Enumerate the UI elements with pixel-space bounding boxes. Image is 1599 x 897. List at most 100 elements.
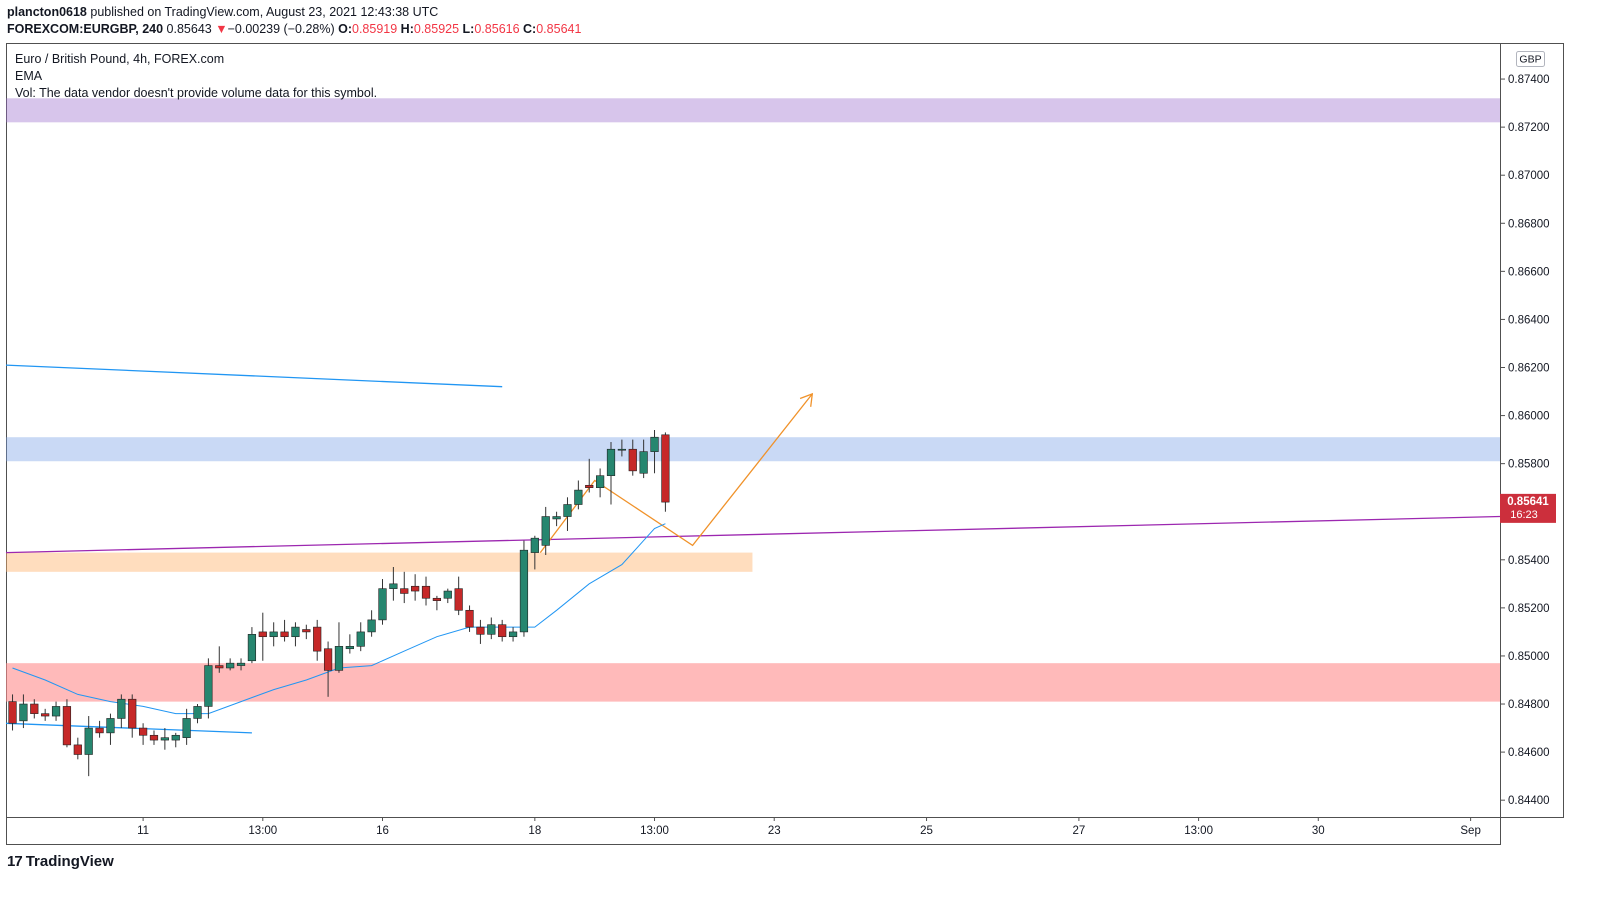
candle[interactable] (421, 576, 431, 606)
author-name[interactable]: plancton0618 (7, 5, 87, 19)
candle[interactable] (574, 480, 583, 510)
candle[interactable] (313, 619, 322, 661)
candle[interactable] (19, 694, 28, 729)
high-value: 0.85925 (413, 22, 460, 36)
legend-ema[interactable]: EMA (15, 69, 43, 83)
candle[interactable] (519, 540, 529, 637)
candle[interactable] (128, 694, 137, 738)
candle[interactable] (650, 430, 659, 474)
candle[interactable] (323, 641, 333, 697)
time-axis[interactable] (6, 817, 1501, 845)
candle[interactable] (411, 574, 420, 601)
candle-body (498, 624, 507, 638)
trendline-blue-upper[interactable] (5, 364, 503, 388)
candle[interactable] (84, 716, 93, 777)
trendline-purple[interactable] (5, 515, 1501, 554)
price-change: −0.00239 (−0.28%) (227, 22, 335, 36)
candle[interactable] (400, 571, 409, 604)
legend: Euro / British Pound, 4h, FOREX.com EMA … (15, 52, 377, 100)
candle[interactable] (73, 737, 82, 760)
candle[interactable] (367, 610, 376, 637)
candle[interactable] (51, 701, 61, 721)
candle[interactable] (628, 439, 637, 476)
candle[interactable] (378, 579, 387, 625)
candle[interactable] (617, 439, 626, 457)
candle-body (432, 597, 442, 601)
candle-body (367, 619, 376, 633)
zone-orange[interactable] (6, 552, 753, 572)
candles-layer (8, 430, 670, 777)
candle[interactable] (149, 730, 159, 745)
candle-body (389, 583, 398, 589)
candle[interactable] (160, 728, 169, 750)
candle[interactable] (498, 619, 507, 642)
price-tick-label: 0.85200 (1508, 603, 1550, 615)
tradingview-brand[interactable]: 17 TradingView (7, 853, 114, 870)
candle-body (530, 537, 539, 553)
price-axis[interactable] (1500, 43, 1564, 818)
candle[interactable] (345, 634, 354, 654)
candle[interactable] (280, 619, 289, 642)
candle-body (443, 590, 452, 599)
candle[interactable] (291, 622, 300, 647)
candle[interactable] (606, 442, 616, 505)
candle[interactable] (334, 622, 344, 673)
candle[interactable] (215, 646, 224, 673)
candle[interactable] (552, 511, 561, 527)
candle[interactable] (596, 468, 605, 498)
candle[interactable] (661, 432, 670, 512)
zone-purple[interactable] (6, 98, 1500, 123)
candle[interactable] (389, 567, 398, 601)
candle[interactable] (356, 622, 365, 652)
candle[interactable] (487, 617, 496, 640)
candle[interactable] (193, 704, 202, 724)
bar-countdown: 16:23 (1510, 509, 1538, 521)
candle[interactable] (8, 694, 17, 731)
currency-label: GBP (1519, 54, 1541, 66)
candle[interactable] (476, 619, 485, 644)
candle[interactable] (269, 622, 278, 647)
candle[interactable] (236, 658, 246, 671)
price-tick-label: 0.86400 (1508, 314, 1550, 326)
candle[interactable] (171, 732, 180, 748)
candle[interactable] (302, 624, 311, 640)
candle[interactable] (585, 458, 594, 493)
candle[interactable] (530, 535, 539, 570)
candle[interactable] (41, 708, 50, 721)
zone-blue[interactable] (6, 437, 1500, 462)
candle[interactable] (454, 576, 463, 616)
candle[interactable] (639, 439, 648, 479)
candle-body (41, 713, 50, 717)
candle[interactable] (138, 723, 148, 745)
legend-volume[interactable]: Vol: The data vendor doesn't provide vol… (15, 86, 377, 100)
candle[interactable] (182, 708, 191, 745)
candle[interactable] (62, 699, 72, 748)
candle[interactable] (117, 694, 126, 729)
candle[interactable] (432, 595, 442, 611)
zone-red[interactable] (6, 663, 1500, 702)
candle[interactable] (226, 658, 235, 671)
price-tick-label: 0.85800 (1508, 459, 1550, 471)
candle[interactable] (106, 713, 115, 745)
candle[interactable] (95, 720, 104, 738)
candle[interactable] (258, 612, 267, 661)
candle[interactable] (508, 627, 518, 642)
candle[interactable] (443, 588, 452, 604)
currency-badge[interactable]: GBP (1516, 51, 1545, 67)
candle-body (171, 734, 180, 741)
time-tick-label: 25 (920, 825, 933, 837)
candle[interactable] (465, 605, 474, 632)
price-tick-label: 0.87000 (1508, 170, 1550, 182)
legend-title[interactable]: Euro / British Pound, 4h, FOREX.com (15, 52, 224, 66)
candle[interactable] (30, 699, 39, 719)
candle[interactable] (563, 497, 572, 531)
projection-orange[interactable] (539, 393, 813, 553)
candle[interactable] (247, 627, 257, 664)
open-label: O: (338, 22, 352, 36)
candle[interactable] (541, 506, 550, 555)
close-value: 0.85641 (536, 22, 582, 36)
candle-body (149, 734, 159, 741)
candle[interactable] (204, 658, 213, 719)
price-tick-label: 0.86200 (1508, 363, 1550, 375)
